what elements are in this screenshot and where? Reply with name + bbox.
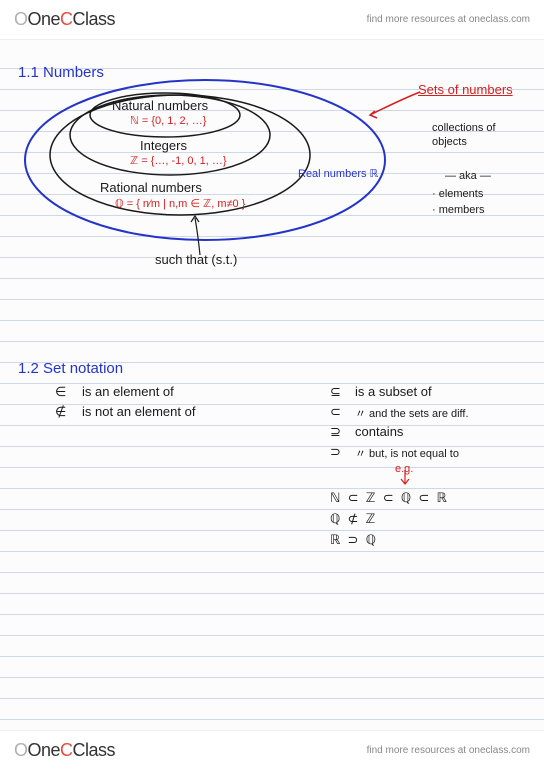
integers-set: ℤ = {…, -1, 0, 1, …} <box>130 154 227 167</box>
def-in: is an element of <box>82 384 174 399</box>
sym-psub: ⊂ <box>330 404 341 420</box>
logo-text-4: Class <box>73 740 116 760</box>
logo-text-3: One <box>28 740 61 760</box>
real-label: Real numbers ℝ <box>298 168 378 180</box>
sym-sup: ⊇ <box>330 424 341 440</box>
logo-bottom: OOneCClass <box>14 740 115 761</box>
footer-bar: OOneCClass find more resources at onecla… <box>0 730 544 770</box>
def-psub: 〃 and the sets are diff. <box>355 405 469 421</box>
collections: collections of objects <box>432 122 522 150</box>
sec2-title: 1.2 Set notation <box>18 360 123 377</box>
tagline-top: find more resources at oneclass.com <box>367 14 530 25</box>
logo-text-1: One <box>28 9 61 29</box>
rational-set: ℚ = { n⁄m | n,m ∈ ℤ, m≠0 } <box>115 197 245 210</box>
def-psup: 〃 but, is not equal to <box>355 445 459 461</box>
sym-psup: ⊃ <box>330 444 341 460</box>
sym-notin: ∉ <box>55 404 66 420</box>
sym-sub: ⊆ <box>330 384 341 400</box>
such-that: such that (s.t.) <box>155 252 237 267</box>
chain: ℕ ⊂ ℤ ⊂ ℚ ⊂ ℝ <box>330 490 449 506</box>
eg-label: e.g. <box>395 463 413 475</box>
def-notin: is not an element of <box>82 404 195 419</box>
natural-set: ℕ = {0, 1, 2, …} <box>130 114 206 127</box>
sec1-title: 1.1 Numbers <box>18 64 104 81</box>
sets-label: Sets of numbers <box>418 82 513 97</box>
logo-text-2: Class <box>73 9 116 29</box>
tagline-bottom: find more resources at oneclass.com <box>367 745 530 756</box>
notsubset: ℚ ⊄ ℤ <box>330 511 377 527</box>
integers-label: Integers <box>140 138 187 153</box>
def-sub: is a subset of <box>355 384 432 399</box>
logo-top: OOneCClass <box>14 9 115 30</box>
superset: ℝ ⊃ ℚ <box>330 532 378 548</box>
header-bar: OOneCClass find more resources at onecla… <box>0 0 544 40</box>
members: · members <box>432 204 485 216</box>
elements: · elements <box>432 188 483 200</box>
natural-label: Natural numbers <box>112 98 208 113</box>
def-sup: contains <box>355 424 403 439</box>
aka: — aka — <box>445 170 491 182</box>
sym-in: ∈ <box>55 384 66 400</box>
rational-label: Rational numbers <box>100 180 202 195</box>
